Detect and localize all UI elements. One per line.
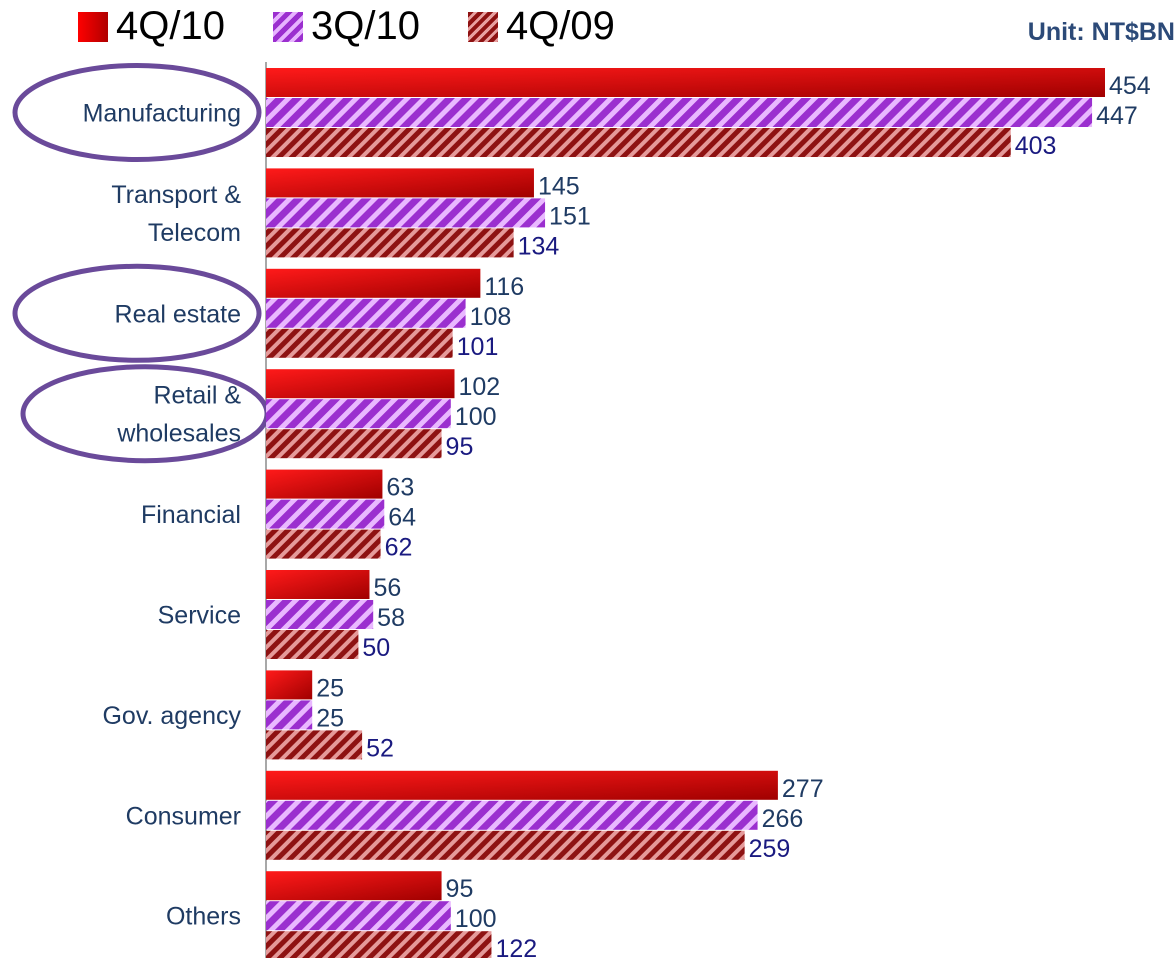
bar-4q10-service bbox=[266, 570, 370, 599]
data-label-4q10-real-estate: 116 bbox=[484, 273, 524, 301]
bar-4q10-retail-wholesales bbox=[266, 369, 455, 399]
category-label-transport-telecom: Transport & Telecom bbox=[111, 181, 241, 247]
data-label-4q09-financial: 62 bbox=[385, 534, 413, 562]
data-label-4q10-gov-agency: 25 bbox=[316, 674, 344, 702]
bar-3q10-service bbox=[266, 600, 374, 629]
bar-4q09-service bbox=[266, 630, 359, 659]
bar-4q10-others bbox=[266, 871, 442, 901]
bar-4q09-others bbox=[266, 931, 492, 958]
data-label-4q09-consumer: 259 bbox=[749, 835, 791, 863]
data-label-3q10-others: 100 bbox=[455, 905, 497, 933]
bar-4q10-manufacturing bbox=[266, 68, 1105, 97]
bar-3q10-financial bbox=[266, 499, 385, 529]
legend-label-4q10: 4Q/10 bbox=[116, 4, 225, 48]
bar-4q09-consumer bbox=[266, 830, 745, 860]
bar-4q10-consumer bbox=[266, 770, 778, 800]
bar-4q09-gov-agency bbox=[266, 730, 363, 760]
category-label-manufacturing: Manufacturing bbox=[83, 100, 241, 128]
bar-4q09-manufacturing bbox=[266, 128, 1011, 157]
category-label-real-estate: Real estate bbox=[115, 300, 241, 328]
data-label-4q10-service: 56 bbox=[373, 574, 401, 602]
highlight-ellipse-real-estate bbox=[12, 263, 262, 363]
bar-4q10-transport-telecom bbox=[266, 168, 534, 198]
data-label-4q09-manufacturing: 403 bbox=[1015, 132, 1057, 160]
data-label-4q09-gov-agency: 52 bbox=[366, 734, 394, 762]
legend-label-3q10: 3Q/10 bbox=[310, 4, 420, 48]
bar-4q09-real-estate bbox=[266, 328, 453, 358]
bar-3q10-consumer bbox=[266, 800, 758, 830]
data-label-3q10-manufacturing: 447 bbox=[1096, 102, 1138, 130]
bar-3q10-retail-wholesales bbox=[266, 399, 451, 429]
data-label-3q10-retail-wholesales: 100 bbox=[455, 403, 497, 431]
bar-4q09-financial bbox=[266, 529, 381, 559]
legend-swatch-4q09 bbox=[467, 11, 498, 42]
category-label-gov-agency: Gov. agency bbox=[102, 702, 241, 730]
bar-4q09-retail-wholesales bbox=[266, 429, 442, 459]
bar-3q10-gov-agency bbox=[266, 700, 313, 730]
data-label-4q09-real-estate: 101 bbox=[457, 333, 499, 361]
data-label-4q09-transport-telecom: 134 bbox=[518, 232, 560, 260]
data-label-4q10-retail-wholesales: 102 bbox=[458, 373, 500, 401]
data-label-4q10-transport-telecom: 145 bbox=[538, 172, 580, 200]
data-label-4q10-others: 95 bbox=[446, 875, 474, 903]
bar-4q10-real-estate bbox=[266, 268, 481, 298]
data-label-3q10-service: 58 bbox=[377, 604, 405, 632]
category-label-consumer: Consumer bbox=[126, 802, 241, 830]
legend-label-4q09: 4Q/09 bbox=[505, 4, 615, 48]
data-label-4q09-service: 50 bbox=[362, 634, 390, 662]
data-label-3q10-gov-agency: 25 bbox=[316, 704, 344, 732]
legend-swatch-3q10 bbox=[272, 11, 303, 42]
data-label-3q10-financial: 64 bbox=[388, 504, 416, 532]
bar-3q10-manufacturing bbox=[266, 98, 1093, 127]
bar-4q10-gov-agency bbox=[266, 670, 313, 700]
legend-item-3q10: 3Q/10 bbox=[272, 4, 420, 49]
category-label-financial: Financial bbox=[141, 501, 241, 529]
highlight-ellipse-manufacturing bbox=[12, 63, 262, 162]
legend-item-4q09: 4Q/09 bbox=[467, 4, 615, 49]
data-label-3q10-transport-telecom: 151 bbox=[549, 202, 591, 230]
category-label-others: Others bbox=[166, 903, 241, 931]
data-label-4q10-consumer: 277 bbox=[782, 775, 824, 803]
bar-4q09-transport-telecom bbox=[266, 228, 514, 258]
data-label-3q10-real-estate: 108 bbox=[470, 303, 512, 331]
data-label-4q10-financial: 63 bbox=[386, 474, 414, 502]
data-label-4q09-others: 122 bbox=[495, 935, 537, 958]
unit-label: Unit: NT$BN bbox=[1027, 18, 1175, 46]
bar-3q10-real-estate bbox=[266, 298, 466, 328]
data-label-3q10-consumer: 266 bbox=[762, 805, 804, 833]
category-label-retail-wholesales: Retail & wholesales bbox=[116, 382, 241, 448]
bar-3q10-transport-telecom bbox=[266, 198, 546, 228]
legend-item-4q10: 4Q/10 bbox=[78, 4, 225, 49]
bar-3q10-others bbox=[266, 901, 451, 931]
chart-legend: 4Q/10 3Q/10 4Q/09 bbox=[78, 4, 663, 49]
data-label-4q10-manufacturing: 454 bbox=[1109, 72, 1151, 100]
legend-swatch-4q10 bbox=[78, 11, 108, 42]
bar-4q10-financial bbox=[266, 469, 383, 499]
category-label-service: Service bbox=[158, 602, 241, 630]
data-label-4q09-retail-wholesales: 95 bbox=[446, 433, 474, 461]
